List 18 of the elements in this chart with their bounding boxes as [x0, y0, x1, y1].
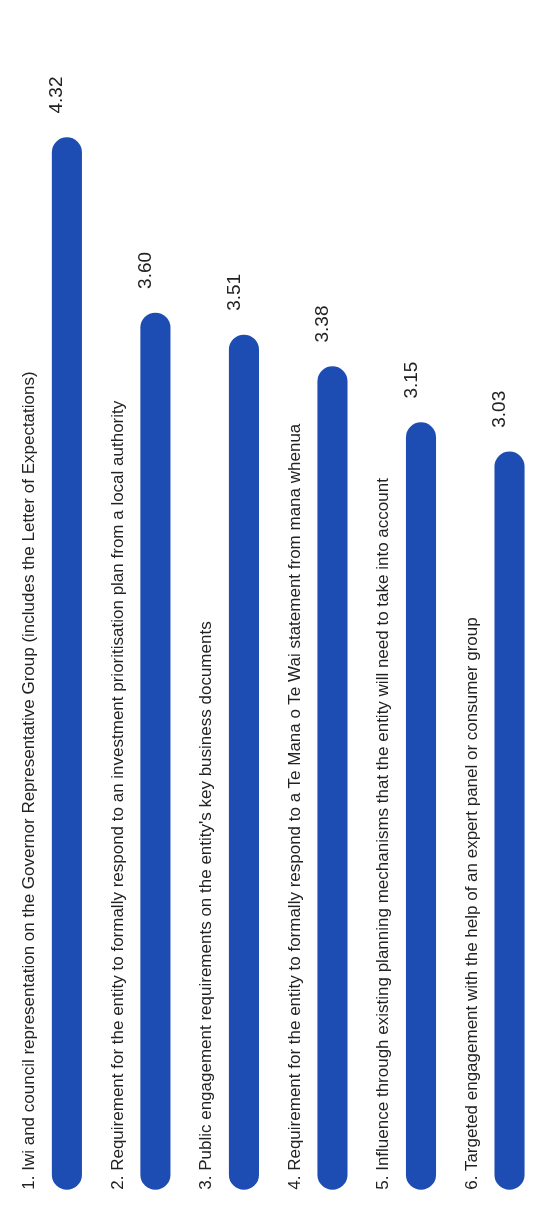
- bar: [317, 366, 348, 1190]
- data-label: 4.32: [45, 76, 67, 114]
- data-label: 3.38: [311, 305, 333, 343]
- x-tick-label: 1. Iwi and council representation on the Governor Representative Group (includes the Letter of Expectations): [19, 371, 39, 1190]
- x-tick-label: 5. Influence through existing planning mechanisms that the entity will need to take into account: [373, 477, 393, 1190]
- bar: [228, 334, 259, 1190]
- bar: [405, 422, 437, 1190]
- bar: [51, 137, 82, 1190]
- data-label: 3.15: [399, 361, 421, 399]
- data-label: 3.51: [222, 273, 244, 311]
- bar: [494, 451, 525, 1190]
- x-tick-label: 2. Requirement for the entity to formally respond to an investment prioritisation plan from a local authority: [107, 400, 127, 1190]
- x-tick-label: 3. Public engagement requirements on the entity's key business documents: [196, 621, 216, 1190]
- data-label: 3.03: [488, 390, 510, 428]
- x-tick-label: 6. Targeted engagement with the help of an expert panel or consumer group: [461, 617, 481, 1190]
- x-tick-label: 4. Requirement for the entity to formally respond to a Te Mana o Te Wai statement from mana whenua: [284, 423, 304, 1190]
- bar: [140, 312, 171, 1190]
- data-label: 3.60: [133, 251, 155, 289]
